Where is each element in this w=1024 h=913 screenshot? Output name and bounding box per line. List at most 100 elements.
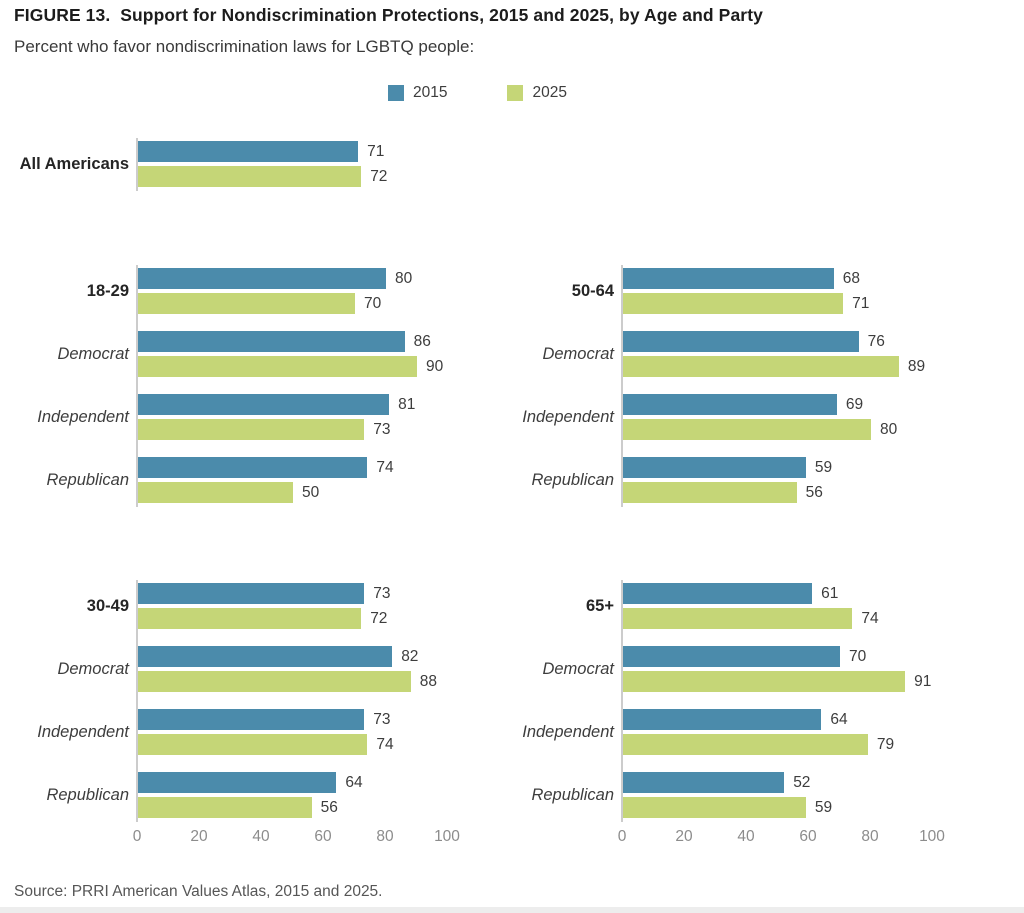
bar-2025 <box>623 356 899 377</box>
bar-value-2025: 56 <box>805 484 823 501</box>
group-label-republican: Republican <box>46 470 129 489</box>
bar-value-2025: 74 <box>861 610 879 627</box>
axis-line <box>136 580 138 822</box>
legend-swatch-2025-icon <box>507 85 524 101</box>
bar-value-2025: 72 <box>370 610 388 627</box>
group-label-18-29: 18-29 <box>86 281 129 300</box>
bar-value-2015: 71 <box>367 143 385 160</box>
group-label-30-49: 30-49 <box>86 596 129 615</box>
bar-value-2025: 72 <box>370 168 388 185</box>
bar-2025 <box>623 671 906 692</box>
bar-2015 <box>138 141 359 162</box>
bar-2025 <box>138 293 355 314</box>
bar-2025 <box>138 166 362 187</box>
group-label-all-americans: All Americans <box>19 154 129 173</box>
x-axis-tick-label: 100 <box>434 828 460 845</box>
bar-value-2015: 64 <box>830 711 848 728</box>
bar-value-2025: 50 <box>302 484 320 501</box>
x-axis-tick-label: 100 <box>919 828 945 845</box>
bar-value-2015: 73 <box>373 711 391 728</box>
legend-label-2015: 2015 <box>413 84 448 101</box>
group-label-independent: Independent <box>522 407 614 426</box>
x-axis-tick-label: 20 <box>675 828 693 845</box>
bar-2025 <box>623 293 844 314</box>
x-axis-tick-label: 20 <box>190 828 208 845</box>
bar-2015 <box>138 583 365 604</box>
bar-2025 <box>623 482 797 503</box>
legend-label-2025: 2025 <box>532 84 567 101</box>
bar-2015 <box>138 331 405 352</box>
group-label-independent: Independent <box>37 407 129 426</box>
bar-value-2015: 64 <box>345 774 363 791</box>
bar-2025 <box>623 608 853 629</box>
legend-swatch-2015-icon <box>388 85 404 101</box>
source-note: Source: PRRI American Values Atlas, 2015… <box>14 883 383 900</box>
bar-2025 <box>138 356 417 377</box>
bar-2025 <box>138 734 368 755</box>
axis-line <box>136 265 138 507</box>
bar-2025 <box>623 797 806 818</box>
bar-value-2025: 71 <box>852 295 870 312</box>
bar-2015 <box>623 772 785 793</box>
bottom-border <box>0 907 1024 913</box>
bar-value-2015: 69 <box>845 396 864 413</box>
axis-line <box>621 580 623 822</box>
bar-value-2025: 91 <box>914 673 932 690</box>
bar-2015 <box>623 583 813 604</box>
group-label-democrat: Democrat <box>57 344 129 363</box>
bar-2015 <box>623 457 806 478</box>
bar-value-2015: 74 <box>376 459 394 476</box>
figure-title: FIGURE 13. Support for Nondiscrimination… <box>14 5 763 25</box>
x-axis-tick-label: 0 <box>132 828 142 845</box>
group-label-democrat: Democrat <box>57 659 129 678</box>
group-label-independent: Independent <box>522 722 614 741</box>
bar-value-2025: 73 <box>373 421 391 438</box>
bar-value-2015: 59 <box>814 459 833 476</box>
legend-item-2025: 2025 <box>507 84 567 102</box>
bar-value-2015: 80 <box>395 270 413 287</box>
bar-value-2015: 61 <box>821 585 839 602</box>
bar-value-2025: 74 <box>376 736 394 753</box>
x-axis-tick-label: 60 <box>314 828 332 845</box>
bar-value-2015: 76 <box>867 333 885 350</box>
bar-value-2015: 70 <box>849 648 867 665</box>
bar-2025 <box>138 608 362 629</box>
x-axis-tick-label: 80 <box>861 828 879 845</box>
x-axis-tick-label: 80 <box>376 828 394 845</box>
bar-2015 <box>138 709 365 730</box>
bar-value-2015: 52 <box>793 774 811 791</box>
bar-value-2025: 70 <box>364 295 382 312</box>
group-label-republican: Republican <box>531 470 614 489</box>
bar-value-2015: 73 <box>373 585 391 602</box>
bar-2015 <box>623 268 834 289</box>
bar-value-2025: 79 <box>876 736 895 753</box>
axis-line <box>621 265 623 507</box>
bar-2015 <box>623 646 840 667</box>
bar-2015 <box>138 457 368 478</box>
bar-2025 <box>138 482 293 503</box>
bar-2015 <box>138 646 393 667</box>
axis-line <box>136 138 138 191</box>
group-label-republican: Republican <box>46 785 129 804</box>
legend: 2015 2025 <box>388 84 567 102</box>
x-axis-tick-label: 40 <box>737 828 755 845</box>
bar-2025 <box>138 419 365 440</box>
bar-2025 <box>138 797 312 818</box>
bar-value-2015: 86 <box>413 333 431 350</box>
bar-value-2025: 80 <box>880 421 898 438</box>
bar-2015 <box>623 394 837 415</box>
bar-2015 <box>138 268 386 289</box>
bar-value-2025: 56 <box>320 799 338 816</box>
x-axis-tick-label: 0 <box>617 828 627 845</box>
bar-value-2015: 81 <box>398 396 416 413</box>
bar-2015 <box>138 394 390 415</box>
group-label-democrat: Democrat <box>542 344 614 363</box>
bar-value-2025: 59 <box>814 799 833 816</box>
bar-value-2015: 68 <box>842 270 861 287</box>
bar-2015 <box>138 772 337 793</box>
group-label-independent: Independent <box>37 722 129 741</box>
bar-2015 <box>623 709 822 730</box>
bar-value-2015: 82 <box>401 648 419 665</box>
group-label-republican: Republican <box>531 785 614 804</box>
